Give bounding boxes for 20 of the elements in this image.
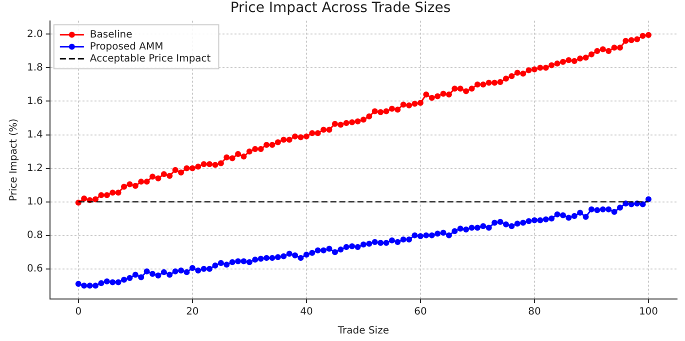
y-tick-label: 1.2 bbox=[26, 162, 43, 174]
y-tick-label: 0.8 bbox=[26, 230, 43, 241]
y-tick-label: 2.0 bbox=[26, 28, 43, 40]
x-tick-label: 40 bbox=[300, 306, 313, 318]
y-axis-title: Price Impact (%) bbox=[8, 118, 20, 202]
x-tick-label: 20 bbox=[186, 306, 199, 318]
x-tick-label: 100 bbox=[638, 306, 658, 318]
legend-label: Proposed AMM bbox=[90, 41, 164, 52]
y-tick-label: 1.0 bbox=[26, 196, 43, 208]
chart-title: Price Impact Across Trade Sizes bbox=[230, 0, 451, 16]
x-axis-title: Trade Size bbox=[336, 326, 389, 337]
y-tick-label: 1.6 bbox=[26, 96, 43, 107]
x-tick-label: 80 bbox=[528, 306, 541, 318]
legend-label: Baseline bbox=[90, 29, 132, 40]
x-tick-label: 60 bbox=[414, 306, 427, 318]
x-tick-label: 0 bbox=[75, 306, 82, 318]
y-tick-label: 1.8 bbox=[26, 62, 43, 74]
y-tick-label: 0.6 bbox=[26, 263, 43, 274]
y-tick-label: 1.4 bbox=[26, 129, 43, 140]
legend-label: Acceptable Price Impact bbox=[90, 53, 211, 64]
